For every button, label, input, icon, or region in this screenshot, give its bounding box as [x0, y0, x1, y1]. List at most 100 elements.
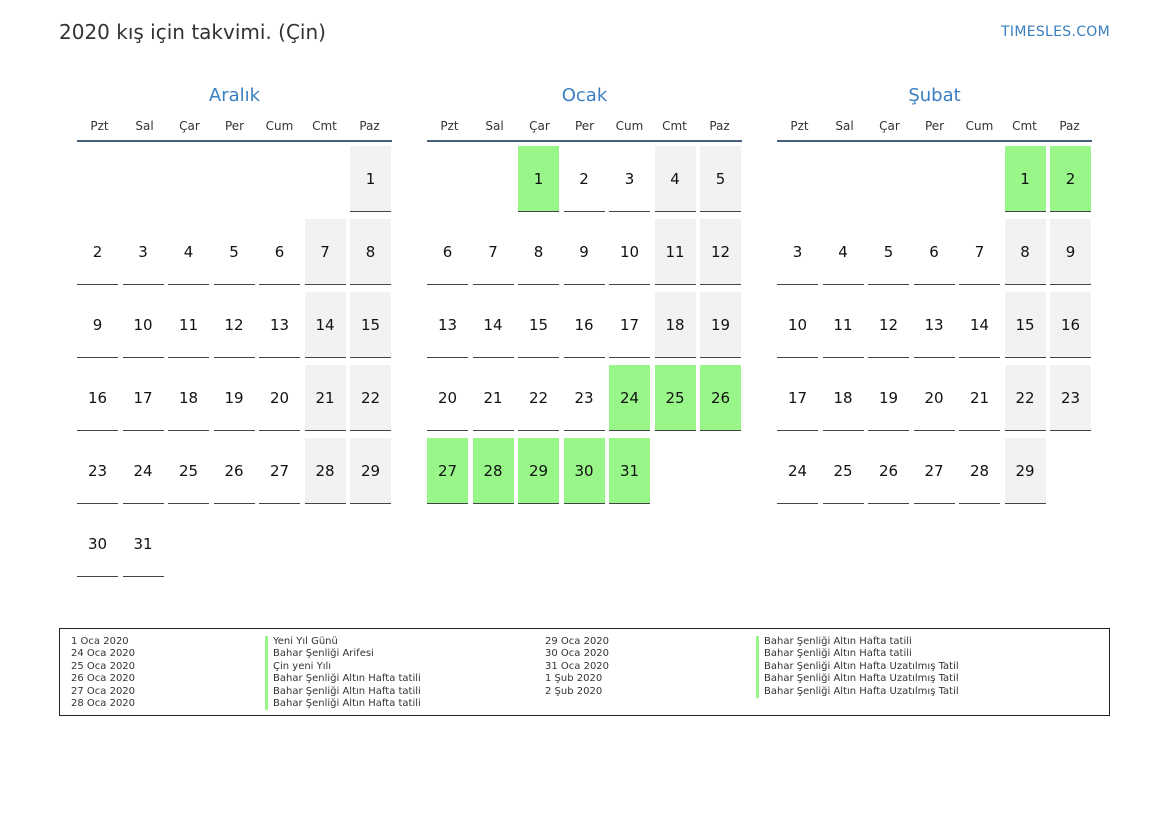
- legend-date: 28 Oca 2020: [71, 697, 136, 709]
- weekday-label: Sal: [135, 119, 154, 133]
- day-cell: 19: [868, 365, 909, 431]
- day-cell: 14: [304, 292, 346, 358]
- day-cell: 20: [913, 365, 955, 431]
- month-name: Aralık: [208, 85, 261, 106]
- legend-names-col-1: Yeni Yıl Günü Bahar Şenliği Arifesi Çin ye…: [265, 636, 421, 711]
- day-cell: 20: [259, 365, 300, 431]
- weekday-label: Çar: [179, 119, 200, 133]
- legend-holiday-name: Bahar Şenliği Altın Hafta Uzatılmış Tati…: [756, 685, 959, 698]
- day-cell: 5: [213, 219, 255, 285]
- weekday-label: Cum: [615, 119, 644, 133]
- weekday-label: Per: [574, 119, 595, 133]
- weekday-label: Paz: [359, 119, 380, 133]
- legend-date: 1 Şub 2020: [545, 673, 603, 685]
- day-cell: 26: [213, 438, 255, 504]
- day-cell: 4: [168, 219, 209, 285]
- legend-date: 30 Oca 2020: [545, 648, 610, 660]
- day-cell: 28: [304, 438, 346, 504]
- weekday-label: Paz: [1059, 119, 1080, 133]
- legend-date: 25 Oca 2020: [71, 660, 136, 672]
- weekday-header: Pzt Sal Çar Per Cum Cmt Paz: [427, 116, 742, 142]
- legend-date: 27 Oca 2020: [71, 685, 136, 697]
- month-2: Şubat Pzt Sal Çar Per Cum Cmt Paz 1 2 3 4 5 6 7 8 9 10 11 1…: [777, 84, 1092, 504]
- day-cell: 2: [563, 146, 605, 212]
- legend-holiday-name: Bahar Şenliği Altın Hafta tatili: [756, 636, 959, 649]
- legend-date: 2 Şub 2020: [545, 685, 603, 697]
- day-cell: 8: [350, 219, 391, 285]
- legend-date: 1 Oca 2020: [71, 636, 129, 647]
- weekday-label: Cmt: [312, 119, 337, 133]
- holiday-day-cell: 29: [518, 438, 559, 504]
- holiday-day-cell: 31: [609, 438, 650, 504]
- holiday-day-cell: 2: [1050, 146, 1091, 212]
- holiday-day-cell: 27: [427, 438, 468, 504]
- day-cell: 16: [563, 292, 605, 358]
- day-cell: 14: [472, 292, 514, 358]
- legend-holiday-name: Bahar Şenliği Altın Hafta tatili: [756, 648, 959, 661]
- day-cell: 17: [609, 292, 650, 358]
- weekday-label: Pzt: [790, 119, 809, 133]
- day-cell: 23: [77, 438, 118, 504]
- legend-holiday-name: Bahar Şenliği Altın Hafta tatili: [265, 697, 421, 711]
- day-cell: 15: [518, 292, 559, 358]
- day-cell: 15: [350, 292, 391, 358]
- weekday-label: Cmt: [662, 119, 687, 133]
- day-cell: 18: [168, 365, 209, 431]
- weekday-label: Pzt: [440, 119, 459, 133]
- day-cell: 8: [518, 219, 559, 285]
- day-cell: 11: [822, 292, 864, 358]
- holiday-day-cell: 24: [609, 365, 650, 431]
- weekday-header: Pzt Sal Çar Per Cum Cmt Paz: [777, 116, 1092, 142]
- day-cell: 3: [122, 219, 164, 285]
- site-link[interactable]: TIMESLES.COM: [1001, 24, 1110, 40]
- weekday-label: Pzt: [90, 119, 109, 133]
- holiday-day-cell: 1: [518, 146, 559, 212]
- day-cell: 27: [913, 438, 955, 504]
- day-cell: 26: [868, 438, 909, 504]
- weekday-header: Pzt Sal Çar Per Cum Cmt Paz: [77, 116, 392, 142]
- day-cell: 8: [1004, 219, 1046, 285]
- day-cell: 11: [168, 292, 209, 358]
- day-cell: 10: [609, 219, 650, 285]
- holiday-day-cell: 30: [563, 438, 605, 504]
- holiday-day-cell: 25: [654, 365, 696, 431]
- day-cell: 29: [1004, 438, 1046, 504]
- day-cell: 29: [350, 438, 391, 504]
- page-title: 2020 kış için takvimi. (Çin): [59, 20, 326, 44]
- day-cell: 6: [913, 219, 955, 285]
- day-cell: 21: [959, 365, 1000, 431]
- day-cell: 10: [777, 292, 818, 358]
- legend-date: 26 Oca 2020: [71, 673, 136, 685]
- weekday-label: Çar: [529, 119, 550, 133]
- day-cell: 6: [427, 219, 468, 285]
- day-cell: 12: [868, 292, 909, 358]
- legend-holiday-name: Bahar Şenliği Altın Hafta Uzatılmış Tati…: [756, 673, 959, 686]
- legend-holiday-name: Bahar Şenliği Arifesi: [265, 648, 421, 661]
- day-cell: 18: [822, 365, 864, 431]
- weekday-label: Per: [924, 119, 945, 133]
- day-cell: 19: [700, 292, 741, 358]
- day-cell: 6: [259, 219, 300, 285]
- day-cell: 30: [77, 511, 118, 577]
- holiday-day-cell: 26: [700, 365, 741, 431]
- day-cell: 28: [959, 438, 1000, 504]
- day-cell: 9: [1050, 219, 1091, 285]
- day-cell: 11: [654, 219, 696, 285]
- day-cell: 20: [427, 365, 468, 431]
- holiday-day-cell: 28: [472, 438, 514, 504]
- legend-holiday-name: Yeni Yıl Günü: [265, 636, 421, 649]
- day-cell: 31: [122, 511, 164, 577]
- day-cell: 13: [259, 292, 300, 358]
- legend-dates-col-2: 29 Oca 2020 30 Oca 2020 31 Oca 2020 1 Şub 2…: [545, 636, 609, 698]
- day-cell: 5: [700, 146, 741, 212]
- day-cell: 3: [777, 219, 818, 285]
- holiday-day-cell: 1: [1004, 146, 1046, 212]
- day-cell: 17: [777, 365, 818, 431]
- day-cell: 23: [1050, 365, 1091, 431]
- day-cell: 9: [77, 292, 118, 358]
- month-1: Ocak Pzt Sal Çar Per Cum Cmt Paz 1 2 3 4 5 6 7 8 9 10 11 12…: [427, 84, 742, 504]
- day-cell: 22: [1004, 365, 1046, 431]
- day-cell: 4: [822, 219, 864, 285]
- holiday-legend: 1 Oca 2020 24 Oca 2020 25 Oca 2020 26 Oca 2…: [59, 628, 1110, 716]
- month-name: Şubat: [908, 85, 961, 106]
